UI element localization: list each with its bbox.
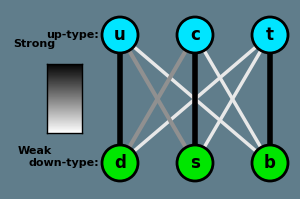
Circle shape xyxy=(252,145,288,181)
Text: d: d xyxy=(114,154,126,172)
Circle shape xyxy=(102,145,138,181)
Circle shape xyxy=(177,145,213,181)
Text: t: t xyxy=(266,26,274,44)
Text: Weak: Weak xyxy=(17,146,52,156)
Text: down-type:: down-type: xyxy=(28,158,99,168)
Circle shape xyxy=(177,17,213,53)
Text: u: u xyxy=(114,26,126,44)
Text: up-type:: up-type: xyxy=(46,30,99,40)
Text: s: s xyxy=(190,154,200,172)
Text: b: b xyxy=(264,154,276,172)
Text: Strong: Strong xyxy=(14,39,56,49)
Text: c: c xyxy=(190,26,200,44)
Circle shape xyxy=(102,17,138,53)
Circle shape xyxy=(252,17,288,53)
